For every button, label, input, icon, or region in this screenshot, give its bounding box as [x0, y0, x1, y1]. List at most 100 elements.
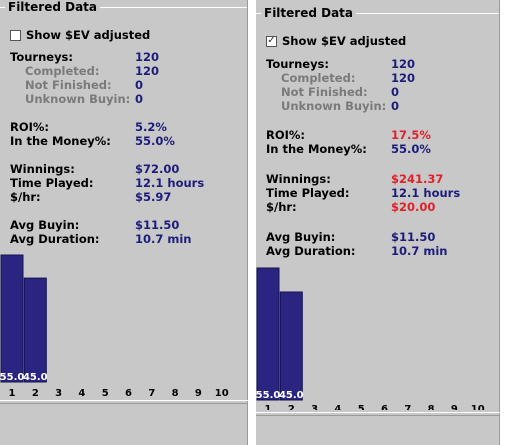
filtered-data-panel-right: Filtered Data ✓ Show $EV adjusted Tourne… — [256, 0, 500, 445]
avg-duration-value: 10.7 min — [135, 232, 192, 246]
chart-tick-label: 4 — [334, 404, 341, 410]
unknown-buyin-label: Unknown Buyin: — [281, 99, 387, 113]
tourneys-value: 120 — [391, 57, 416, 71]
completed-label: Completed: — [281, 71, 356, 85]
per-hour-label: $/hr: — [10, 190, 41, 204]
chart-tick-label: 1 — [265, 404, 272, 410]
avg-duration-label: Avg Duration: — [10, 232, 100, 246]
chart-tick-label: 1 — [9, 388, 16, 398]
chart-bar — [279, 291, 303, 401]
avg-stats: Avg Buyin: $11.50 Avg Duration: 10.7 min — [10, 218, 192, 246]
itm-value: 55.0% — [135, 134, 175, 148]
chart-data-label: 45.0 — [279, 390, 304, 401]
chart-tick-label: 10 — [471, 404, 485, 410]
itm-label: In the Money%: — [10, 134, 111, 148]
chart-tick-label: 5 — [358, 404, 365, 410]
completed-label: Completed: — [25, 64, 100, 78]
chart-bar — [256, 267, 280, 401]
chart-tick-label: 8 — [172, 388, 179, 398]
not-finished-label: Not Finished: — [281, 85, 368, 99]
chart-tick-label: 2 — [288, 404, 295, 410]
chart-tick-label: 5 — [102, 388, 109, 398]
chart-tick-label: 9 — [195, 388, 202, 398]
avg-buyin-value: $11.50 — [391, 230, 436, 244]
roi-stats: ROI%: 17.5% In the Money%: 55.0% — [266, 128, 431, 156]
itm-value: 55.0% — [391, 142, 431, 156]
winnings-label: Winnings: — [266, 172, 331, 186]
chart-bar — [0, 254, 24, 383]
completed-value: 120 — [391, 71, 416, 85]
chart-tick-label: 3 — [311, 404, 318, 410]
avg-stats: Avg Buyin: $11.50 Avg Duration: 10.7 min — [266, 230, 448, 258]
avg-duration-value: 10.7 min — [391, 244, 448, 258]
ev-adjusted-checkbox[interactable] — [10, 29, 21, 41]
finish-position-chart: 55.0 1 45.0 2 3 4 5 6 7 8 9 10 — [0, 240, 248, 404]
not-finished-label: Not Finished: — [25, 78, 112, 92]
completed-value: 120 — [135, 64, 160, 78]
per-hour-label: $/hr: — [266, 200, 297, 214]
panel-title: Filtered Data — [5, 0, 101, 14]
roi-label: ROI%: — [10, 120, 50, 134]
time-played-value: 12.1 hours — [135, 176, 205, 190]
avg-buyin-label: Avg Buyin: — [266, 230, 336, 244]
roi-stats: ROI%: 5.2% In the Money%: 55.0% — [10, 120, 175, 148]
avg-buyin-label: Avg Buyin: — [10, 218, 80, 232]
roi-value: 17.5% — [391, 128, 431, 142]
itm-label: In the Money%: — [266, 142, 367, 156]
tourneys-value: 120 — [135, 50, 160, 64]
chart-tick-label: 8 — [428, 404, 435, 410]
chart-tick-label: 7 — [404, 404, 411, 410]
groupbox-border — [256, 13, 499, 14]
chart-data-label: 45.0 — [23, 372, 48, 383]
chart-baseline-shadow — [0, 403, 248, 404]
panel-title: Filtered Data — [261, 6, 357, 20]
filtered-data-panel-left: Filtered Data Show $EV adjusted Tourneys… — [0, 0, 248, 445]
time-played-value: 12.1 hours — [391, 186, 461, 200]
chart-baseline — [256, 412, 500, 413]
unknown-buyin-label: Unknown Buyin: — [25, 92, 131, 106]
tourney-stats: Tourneys: 120 Completed: 120 Not Finished:… — [10, 50, 159, 106]
chart-tick-label: 6 — [381, 404, 388, 410]
time-played-label: Time Played: — [266, 186, 350, 200]
chart-tick-label: 9 — [451, 404, 458, 410]
ev-adjusted-option[interactable]: Show $EV adjusted — [10, 27, 150, 43]
chart-tick-label: 2 — [32, 388, 39, 398]
winnings-stats: Winnings: $241.37 Time Played: 12.1 hours … — [266, 172, 460, 214]
winnings-label: Winnings: — [10, 162, 75, 176]
tourneys-label: Tourneys: — [266, 57, 330, 71]
roi-label: ROI%: — [266, 128, 306, 142]
chart-bar — [23, 277, 47, 383]
not-finished-value: 0 — [391, 85, 400, 99]
chart-data-label: 55.0 — [256, 390, 280, 401]
unknown-buyin-value: 0 — [135, 92, 144, 106]
checkmark-icon: ✓ — [267, 35, 276, 46]
winnings-value: $72.00 — [135, 162, 180, 176]
not-finished-value: 0 — [135, 78, 144, 92]
roi-value: 5.2% — [135, 120, 167, 134]
winnings-value: $241.37 — [391, 172, 444, 186]
tourney-stats: Tourneys: 120 Completed: 120 Not Finished:… — [266, 57, 415, 113]
finish-position-chart-svg: 55.0 1 45.0 2 3 4 5 6 7 8 9 10 — [256, 267, 485, 415]
chart-tick-label: 6 — [125, 388, 132, 398]
finish-position-chart-svg: 55.0 1 45.0 2 3 4 5 6 7 8 9 10 — [0, 254, 229, 399]
chart-tick-label: 7 — [148, 388, 155, 398]
per-hour-value: $20.00 — [391, 200, 436, 214]
chart-baseline-shadow — [256, 415, 500, 416]
chart-data-label: 55.0 — [0, 372, 24, 383]
winnings-stats: Winnings: $72.00 Time Played: 12.1 hours $… — [10, 162, 204, 204]
avg-buyin-value: $11.50 — [135, 218, 180, 232]
groupbox-border — [0, 7, 247, 8]
ev-adjusted-label: Show $EV adjusted — [26, 28, 151, 42]
ev-adjusted-checkbox[interactable]: ✓ — [266, 35, 277, 47]
chart-tick-label: 3 — [55, 388, 62, 398]
unknown-buyin-value: 0 — [391, 99, 400, 113]
chart-tick-label: 10 — [215, 388, 229, 398]
finish-position-chart: 55.0 1 45.0 2 3 4 5 6 7 8 9 10 — [256, 252, 500, 416]
tourneys-label: Tourneys: — [10, 50, 74, 64]
ev-adjusted-option[interactable]: ✓ Show $EV adjusted — [266, 33, 406, 49]
per-hour-value: $5.97 — [135, 190, 172, 204]
chart-tick-label: 4 — [78, 388, 85, 398]
avg-duration-label: Avg Duration: — [266, 244, 356, 258]
chart-baseline — [0, 400, 248, 401]
time-played-label: Time Played: — [10, 176, 94, 190]
